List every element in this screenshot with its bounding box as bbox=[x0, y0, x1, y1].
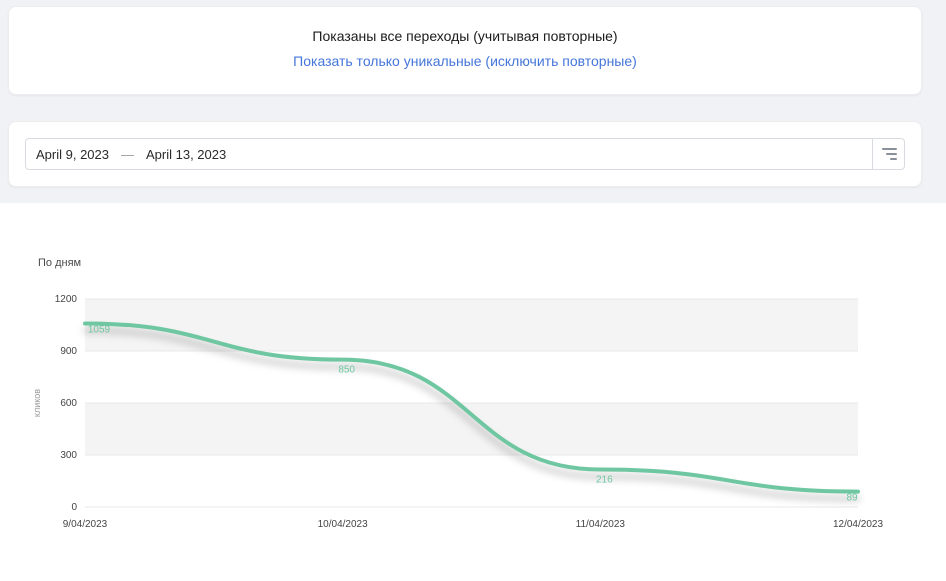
x-tick-label: 9/04/2023 bbox=[63, 519, 108, 530]
y-tick-label: 1200 bbox=[55, 294, 78, 305]
header-card: Показаны все переходы (учитывая повторны… bbox=[8, 6, 922, 95]
top-area: Показаны все переходы (учитывая повторны… bbox=[0, 0, 946, 203]
header-text: Показаны все переходы (учитывая повторны… bbox=[312, 28, 618, 44]
y-tick-label: 900 bbox=[60, 346, 77, 357]
point-value-label: 850 bbox=[338, 365, 355, 376]
date-filter-icon-button[interactable] bbox=[872, 139, 904, 169]
x-tick-label: 11/04/2023 bbox=[576, 519, 626, 530]
chart-band bbox=[85, 403, 858, 455]
date-filter-card: April 9, 2023 — April 13, 2023 bbox=[8, 121, 922, 187]
filter-lines-icon bbox=[881, 148, 897, 160]
chart-title: По дням bbox=[38, 257, 82, 269]
date-end-value[interactable]: April 13, 2023 bbox=[146, 146, 227, 162]
x-tick-label: 12/04/2023 bbox=[833, 519, 883, 530]
chart-section: По дням 0 300 600 900 1200 9/04/2023 10/04/202… bbox=[0, 203, 946, 543]
date-range-separator: — bbox=[121, 146, 134, 162]
date-range-input[interactable]: April 9, 2023 — April 13, 2023 bbox=[25, 138, 905, 170]
point-value-label: 89 bbox=[846, 493, 858, 504]
point-value-label: 216 bbox=[596, 475, 613, 486]
point-value-label: 1059 bbox=[88, 324, 111, 335]
show-unique-link[interactable]: Показать только уникальные (исключить по… bbox=[293, 53, 637, 69]
y-tick-label: 300 bbox=[60, 450, 77, 461]
y-tick-label: 600 bbox=[60, 398, 77, 409]
y-tick-label: 0 bbox=[71, 502, 77, 513]
clicks-line-chart: 0 300 600 900 1200 9/04/2023 10/04/2023 11/04/2… bbox=[32, 294, 883, 530]
date-start-value[interactable]: April 9, 2023 bbox=[36, 146, 109, 162]
chart-line bbox=[83, 321, 860, 494]
y-axis-label: кликов bbox=[32, 389, 42, 417]
x-tick-label: 10/04/2023 bbox=[318, 519, 368, 530]
chart-band bbox=[85, 299, 858, 351]
